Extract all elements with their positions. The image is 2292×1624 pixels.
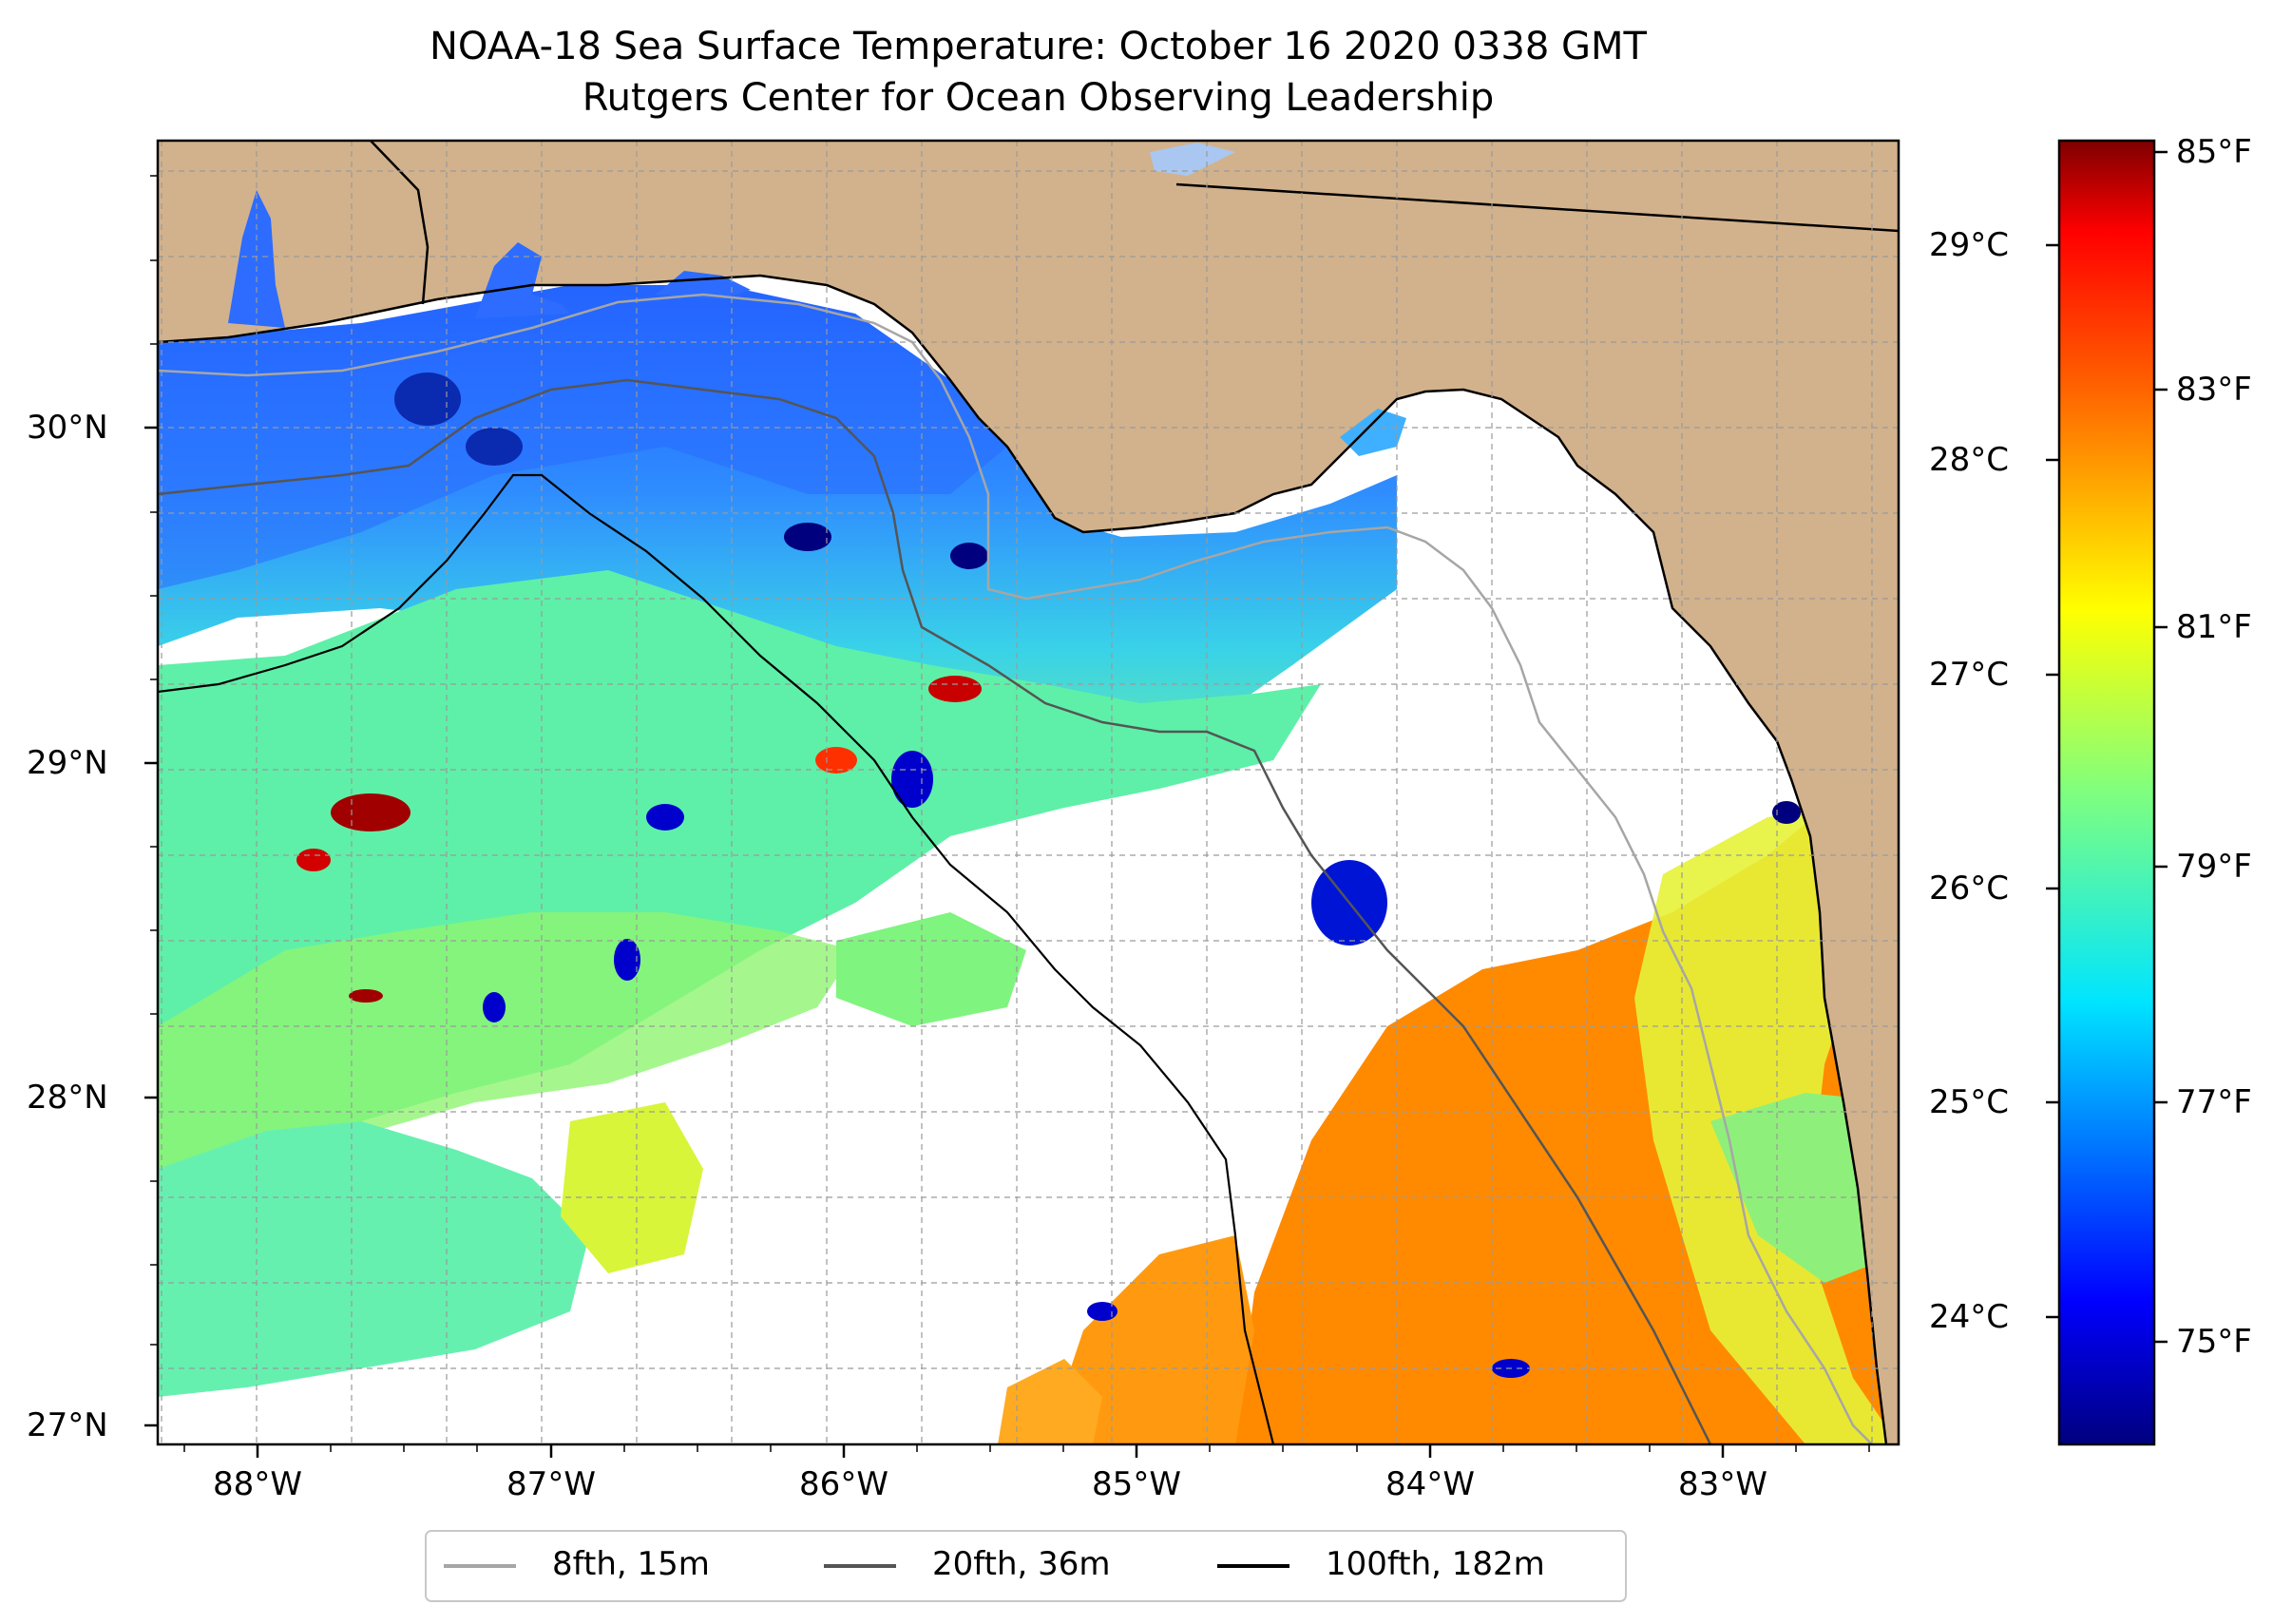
lat-label-27n: 27°N (27, 1406, 108, 1444)
colorbar-label-79f: 79°F (2176, 848, 2252, 886)
colorbar-label-24c: 24°C (1929, 1298, 2010, 1336)
colorbar (2057, 139, 2156, 1446)
colorbar-label-85f: 85°F (2176, 133, 2252, 171)
lon-label-84w: 84°W (1385, 1465, 1475, 1503)
lon-label-87w: 87°W (506, 1465, 596, 1503)
colorbar-label-25c: 25°C (1929, 1083, 2010, 1121)
legend-swatch-100fth (1217, 1564, 1289, 1568)
lon-label-85w: 85°W (1092, 1465, 1181, 1503)
colorbar-label-75f: 75°F (2176, 1323, 2252, 1361)
lat-label-28n: 28°N (27, 1079, 108, 1117)
legend-label-20fth: 20fth, 36m (932, 1545, 1111, 1583)
colorbar-label-83f: 83°F (2176, 371, 2252, 409)
isobath-20fth (158, 378, 1712, 1444)
colorbar-label-26c: 26°C (1929, 869, 2010, 908)
lon-label-86w: 86°W (799, 1465, 888, 1503)
lon-label-88w: 88°W (213, 1465, 302, 1503)
colorbar-label-28c: 28°C (1929, 441, 2010, 479)
chart-title: NOAA-18 Sea Surface Temperature: October… (430, 25, 1647, 68)
colorbar-label-77f: 77°F (2176, 1083, 2252, 1121)
legend-swatch-20fth (824, 1564, 896, 1568)
legend-label-8fth: 8fth, 15m (552, 1545, 710, 1583)
isobath-legend: 8fth, 15m 20fth, 36m 100fth, 182m (425, 1530, 1627, 1602)
chart-subtitle: Rutgers Center for Ocean Observing Leade… (582, 76, 1495, 120)
colorbar-label-27c: 27°C (1929, 656, 2010, 694)
legend-swatch-8fth (444, 1564, 516, 1568)
isobath-8fth (158, 293, 1873, 1444)
lat-label-29n: 29°N (27, 744, 108, 782)
lon-label-83w: 83°W (1678, 1465, 1767, 1503)
colorbar-label-29c: 29°C (1929, 226, 2010, 264)
isobath-100fth (158, 473, 1275, 1444)
lat-label-30n: 30°N (27, 409, 108, 447)
legend-label-100fth: 100fth, 182m (1326, 1545, 1545, 1583)
colorbar-label-81f: 81°F (2176, 608, 2252, 646)
